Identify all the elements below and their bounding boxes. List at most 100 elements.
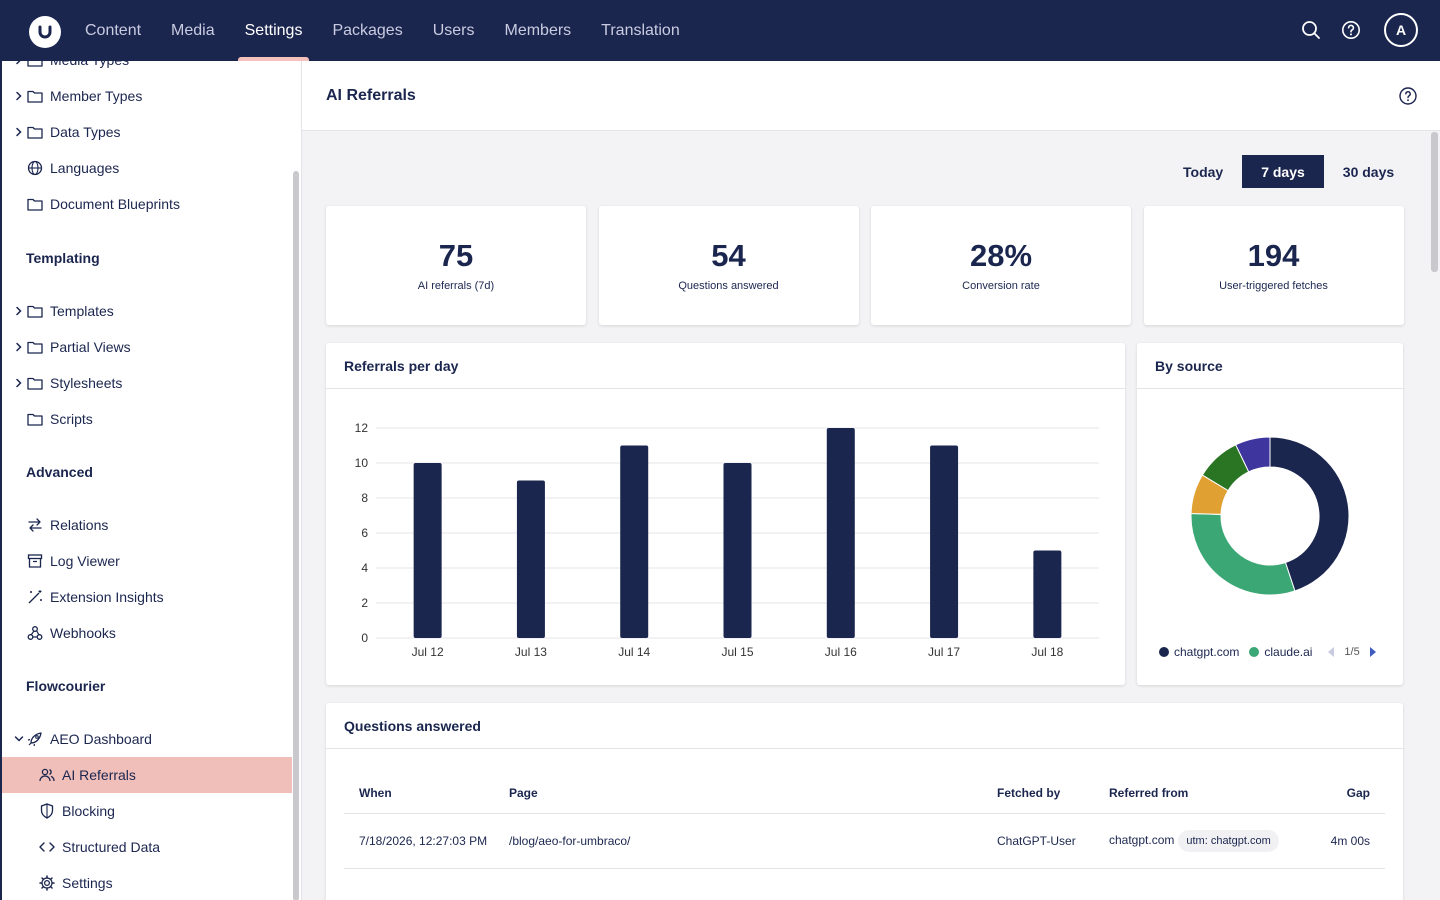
donut-slice[interactable] <box>1190 512 1296 596</box>
umbraco-logo-icon[interactable] <box>29 16 61 48</box>
card-title: By source <box>1137 343 1403 389</box>
help-circle-icon[interactable] <box>1398 86 1418 111</box>
sidebar-item-label: Stylesheets <box>50 375 123 391</box>
sidebar-item-ai-referrals[interactable]: AI Referrals <box>2 757 292 793</box>
sidebar-item-blocking[interactable]: Blocking <box>2 793 292 829</box>
sidebar-item-settings[interactable]: Settings <box>2 865 292 900</box>
legend-next-icon[interactable] <box>1368 646 1378 658</box>
chevron-down-icon[interactable] <box>12 734 26 744</box>
nav-settings[interactable]: Settings <box>230 0 318 61</box>
sidebar-item-member-types[interactable]: Member Types <box>2 78 292 114</box>
sidebar-item-label: Templates <box>50 303 114 319</box>
folder-icon <box>26 302 44 320</box>
bar[interactable] <box>1033 550 1062 639</box>
col-gap[interactable]: Gap <box>1309 779 1385 814</box>
sidebar-item-label: Log Viewer <box>50 553 120 569</box>
kpi-card: 28% Conversion rate <box>871 206 1131 325</box>
bar[interactable] <box>620 445 649 639</box>
webhook-icon <box>26 624 44 642</box>
sidebar-item-relations[interactable]: Relations <box>2 507 292 543</box>
by-source-card: By source chatgpt.com claude.ai 1/5 <box>1137 343 1403 685</box>
table-row[interactable]: 7/18/2026, 12:27:03 PM /blog/aeo-for-umb… <box>344 813 1385 869</box>
bar[interactable] <box>930 445 959 639</box>
bar[interactable] <box>413 463 442 638</box>
referrals-per-day-card: Referrals per day 0 2 4 6 8 10 12 Jul 12 Jul 13 J… <box>326 343 1125 685</box>
range-7-days[interactable]: 7 days <box>1242 155 1324 188</box>
sidebar-item-data-types[interactable]: Data Types <box>2 114 292 150</box>
user-avatar[interactable]: A <box>1384 13 1418 47</box>
kpi-value: 75 <box>438 238 474 273</box>
sidebar-item-languages[interactable]: Languages <box>2 150 292 186</box>
kpi-label: Conversion rate <box>962 280 1040 292</box>
sidebar-item-media-types[interactable]: Media Types <box>2 61 292 78</box>
sidebar-item-webhooks[interactable]: Webhooks <box>2 615 292 651</box>
sidebar-item-document-blueprints[interactable]: Document Blueprints <box>2 186 292 222</box>
nav-packages[interactable]: Packages <box>332 21 403 39</box>
col-referred-from[interactable]: Referred from <box>1109 779 1309 814</box>
chevron-right-icon[interactable] <box>12 127 26 137</box>
nav-users[interactable]: Users <box>432 21 475 39</box>
chevron-right-icon[interactable] <box>12 61 26 65</box>
card-title: Questions answered <box>326 703 1403 749</box>
chevron-right-icon[interactable] <box>12 378 26 388</box>
legend-page: 1/5 <box>1344 646 1360 658</box>
sidebar-item-partial-views[interactable]: Partial Views <box>2 329 292 365</box>
folder-icon <box>26 374 44 392</box>
questions-table: When Page Fetched by Referred from Gap 7… <box>344 779 1385 869</box>
col-fetched-by[interactable]: Fetched by <box>997 779 1109 814</box>
kpi-label: AI referrals (7d) <box>417 280 495 292</box>
nav-members[interactable]: Members <box>504 21 572 39</box>
nav-translation[interactable]: Translation <box>601 21 680 39</box>
sidebar-item-structured-data[interactable]: Structured Data <box>2 829 292 865</box>
kpi-card: 54 Questions answered <box>598 206 859 325</box>
source-legend: chatgpt.com claude.ai 1/5 <box>1159 645 1378 659</box>
date-range-toggle: Today 7 days 30 days <box>1164 155 1413 188</box>
donut-slice[interactable] <box>1235 436 1271 473</box>
sidebar-item-label: Structured Data <box>62 839 161 855</box>
kpi-value: 194 <box>1247 238 1300 273</box>
chevron-right-icon[interactable] <box>12 91 26 101</box>
bar[interactable] <box>723 463 752 638</box>
sidebar-item-templates[interactable]: Templates <box>2 293 292 329</box>
bar[interactable] <box>826 428 855 638</box>
search-icon[interactable] <box>1298 17 1324 43</box>
help-icon[interactable] <box>1338 17 1364 43</box>
nav-content[interactable]: Content <box>85 21 142 39</box>
legend-item[interactable]: claude.ai <box>1249 645 1312 659</box>
legend-dot <box>1159 647 1169 657</box>
bar[interactable] <box>516 480 545 639</box>
donut-slice[interactable] <box>1269 436 1350 592</box>
kpi-card: 194 User-triggered fetches <box>1143 206 1404 325</box>
rocket-icon <box>26 730 44 748</box>
chevron-right-icon[interactable] <box>12 306 26 316</box>
legend-item[interactable]: chatgpt.com <box>1159 645 1239 659</box>
main-nav: Content Media Settings Packages Users Members… <box>70 0 695 61</box>
cell-page: /blog/aeo-for-umbraco/ <box>509 813 997 869</box>
sidebar-item-log-viewer[interactable]: Log Viewer <box>2 543 292 579</box>
wand-icon <box>26 588 44 606</box>
col-when[interactable]: When <box>344 779 509 814</box>
range-30-days[interactable]: 30 days <box>1342 163 1395 180</box>
chevron-right-icon[interactable] <box>12 342 26 352</box>
sidebar-item-extension-insights[interactable]: Extension Insights <box>2 579 292 615</box>
sidebar-item-stylesheets[interactable]: Stylesheets <box>2 365 292 401</box>
legend-prev-icon[interactable] <box>1326 646 1336 658</box>
sidebar-item-label: Data Types <box>50 124 121 140</box>
range-today[interactable]: Today <box>1183 163 1224 180</box>
sidebar-scrollbar[interactable] <box>293 171 299 900</box>
settings-sidebar: Media Types Member Types Data Types Languag… <box>0 61 302 900</box>
folder-icon <box>26 410 44 428</box>
sidebar-item-label: Extension Insights <box>50 589 164 605</box>
y-tick-label: 10 <box>355 456 369 470</box>
main-scrollbar[interactable] <box>1431 132 1438 272</box>
sidebar-item-label: AEO Dashboard <box>50 731 152 747</box>
nav-media[interactable]: Media <box>171 21 215 39</box>
cell-fetched-by: ChatGPT-User <box>997 813 1109 869</box>
section-advanced: Advanced <box>26 464 93 480</box>
sidebar-item-aeo-dashboard[interactable]: AEO Dashboard <box>2 721 292 757</box>
card-title: Referrals per day <box>326 343 1125 389</box>
folder-icon <box>26 123 44 141</box>
col-page[interactable]: Page <box>509 779 997 814</box>
sidebar-item-scripts[interactable]: Scripts <box>2 401 292 437</box>
legend-label: claude.ai <box>1264 645 1313 659</box>
